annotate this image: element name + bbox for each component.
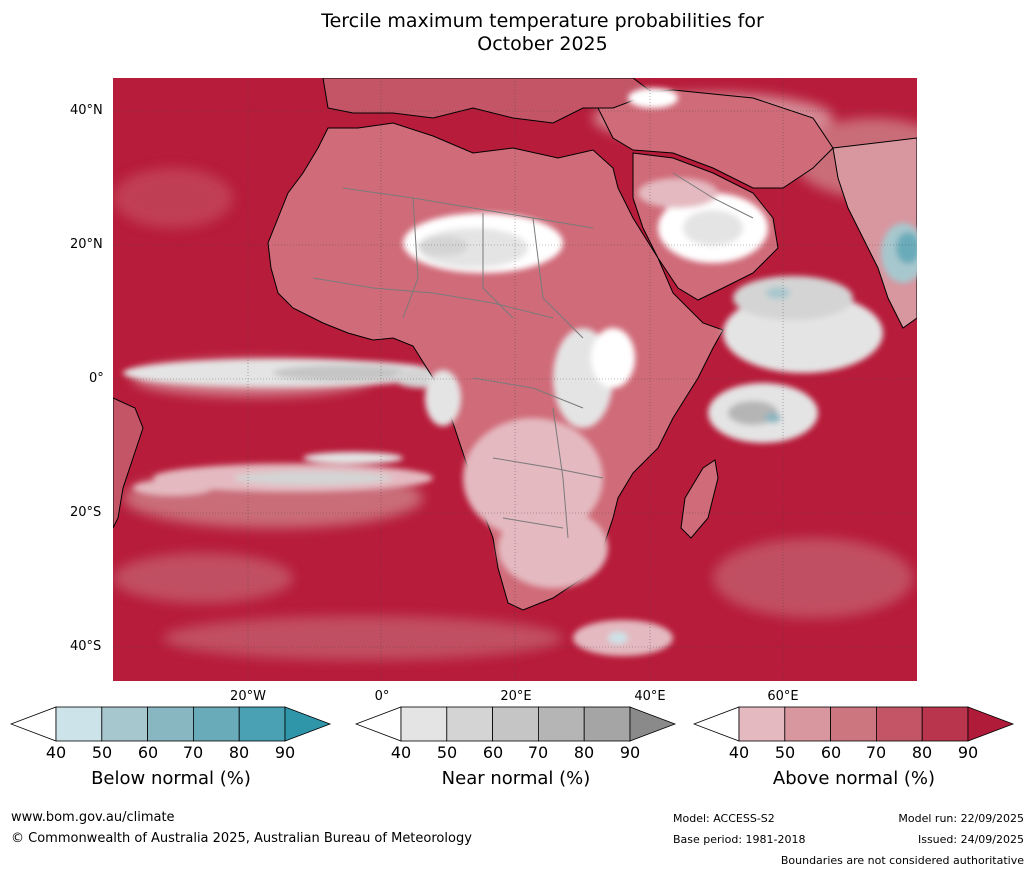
below-tick-40: 40 [45,743,67,762]
above-tick-60: 60 [820,743,842,762]
madagascar [680,459,719,539]
colorbar-above-label: Above normal (%) [772,768,936,789]
colorbar-below [10,706,332,742]
above-swatch-60 [830,706,877,742]
title-line-2: October 2025 [477,33,608,55]
near-swatch-80 [583,706,631,742]
near-normal-patches [403,88,768,588]
below-swatch-80 [238,706,286,742]
africa [267,122,724,611]
near-tick-70: 70 [527,743,549,762]
colorbar-near-ticks: 40 50 60 70 80 90 [355,743,677,763]
below-swatch-60 [147,706,194,742]
below-extend-low [10,706,57,742]
above-tick-80: 80 [911,743,933,762]
above-swatch-40 [738,706,786,742]
footer-copyright: © Commonwealth of Australia 2025, Austra… [11,831,472,846]
lat-label-40n: 40°N [70,103,103,118]
middle-east [592,89,834,189]
near-extend-low [355,706,402,742]
colorbar-near-label: Near normal (%) [441,768,591,789]
colorbar-above-ticks: 40 50 60 70 80 90 [693,743,1015,763]
near-swatch-60 [492,706,539,742]
footer-base-period: Base period: 1981-2018 [673,833,806,846]
lat-label-20n: 20°N [70,237,103,252]
above-swatch-50 [784,706,832,742]
above-tick-40: 40 [728,743,750,762]
below-tick-60: 60 [137,743,159,762]
south-america-tip [113,397,144,529]
near-tick-90: 90 [619,743,641,762]
above-tick-70: 70 [865,743,887,762]
country-borders [312,172,754,539]
lon-label-0: 0° [374,689,390,704]
below-swatch-40 [55,706,103,742]
atlantic-bands [123,359,453,496]
colorbar-near [355,706,677,742]
lon-label-20w: 20°W [230,689,266,704]
title-line-1: Tercile maximum temperature probabilitie… [321,10,764,32]
near-swatch-70 [537,706,585,742]
near-tick-60: 60 [482,743,504,762]
colorbar-below-label: Below normal (%) [91,768,251,789]
footer-disclaimer: Boundaries are not considered authoritat… [780,854,1024,867]
below-tick-70: 70 [182,743,204,762]
below-tick-90: 90 [274,743,296,762]
footer-model-run: Model run: 22/09/2025 [898,812,1024,825]
above-extend-low [693,706,740,742]
above-swatch-80 [921,706,969,742]
near-tick-80: 80 [573,743,595,762]
lon-label-40e: 40°E [634,689,666,704]
lat-label-0: 0° [89,371,104,386]
above-swatch-70 [875,706,923,742]
lon-label-60e: 60°E [767,689,799,704]
footer-url[interactable]: www.bom.gov.au/climate [11,810,175,825]
graticule [113,78,917,681]
below-tick-50: 50 [91,743,113,762]
lon-label-20e: 20°E [500,689,532,704]
above-tick-90: 90 [957,743,979,762]
near-tick-50: 50 [436,743,458,762]
lat-label-40s: 40°S [70,639,102,654]
above-extend-high [967,706,1015,742]
above-tick-50: 50 [774,743,796,762]
colorbar-above [693,706,1015,742]
near-swatch-50 [446,706,494,742]
near-swatch-40 [400,706,448,742]
below-extend-high [284,706,332,742]
chart-title: Tercile maximum temperature probabilitie… [0,10,1035,56]
footer-issued: Issued: 24/09/2025 [917,833,1024,846]
probability-map [113,78,917,681]
below-swatch-70 [192,706,240,742]
lat-label-20s: 20°S [70,505,102,520]
footer-model: Model: ACCESS-S2 [673,812,775,825]
colorbar-below-ticks: 40 50 60 70 80 90 [10,743,332,763]
below-tick-80: 80 [228,743,250,762]
near-tick-40: 40 [390,743,412,762]
below-swatch-50 [101,706,149,742]
near-extend-high [629,706,677,742]
